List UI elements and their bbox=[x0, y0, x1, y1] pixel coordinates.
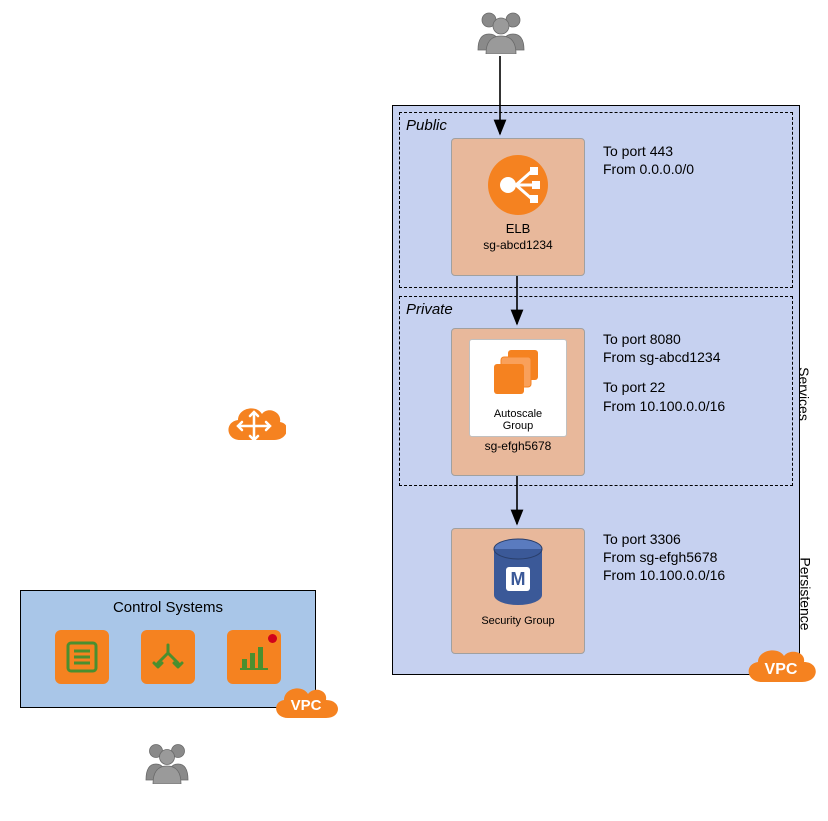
metrics-icon bbox=[227, 630, 281, 684]
metrics-badge bbox=[268, 634, 277, 643]
deploy-icon bbox=[141, 630, 195, 684]
main-vpc-tag: VPC bbox=[740, 642, 822, 699]
list-icon bbox=[55, 630, 109, 684]
cloud-router-icon bbox=[222, 398, 286, 457]
main-vpc-tag-text: VPC bbox=[765, 661, 798, 678]
control-title: Control Systems bbox=[21, 591, 315, 616]
users-icon-bottom bbox=[140, 742, 194, 789]
control-vpc-tag-text: VPC bbox=[291, 697, 322, 714]
diagram-canvas: Public ELB bbox=[0, 0, 828, 821]
control-vpc-tag: VPC bbox=[268, 680, 346, 735]
